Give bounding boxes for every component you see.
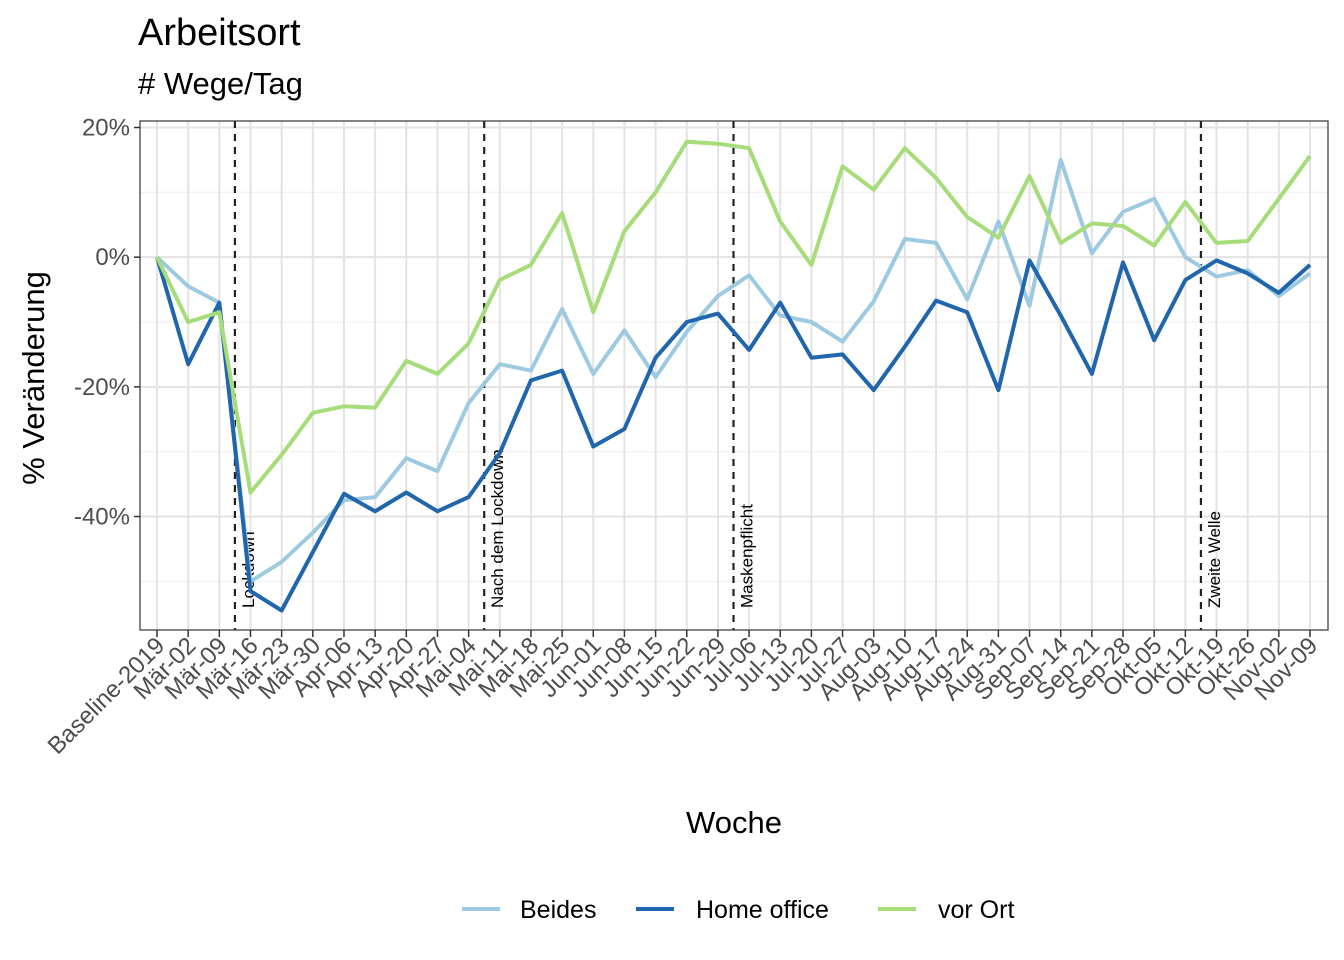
x-axis: Baseline-2019Mär-02Mär-09Mär-16Mär-23Mär…	[43, 630, 1323, 760]
series-line	[155, 157, 1312, 584]
legend-label: vor Ort	[938, 896, 1014, 924]
panel-border	[139, 120, 1329, 631]
y-tick-label: -40%	[74, 504, 130, 531]
legend: Beides Home office vor Ort	[462, 896, 1014, 924]
event-line-label: Zweite Welle	[1205, 511, 1224, 608]
legend-label: Home office	[696, 896, 829, 924]
x-axis-title: Woche	[686, 805, 782, 840]
event-line-label: Nach dem Lockdown	[488, 449, 507, 608]
series-lines	[155, 139, 1312, 613]
y-axis-title: % Veränderung	[16, 271, 51, 485]
event-lines: Lockdown Nach dem Lockdown Maskenpflicht Zw…	[233, 121, 1224, 630]
series-line	[155, 139, 1312, 495]
chart-subtitle: # Wege/Tag	[138, 66, 303, 101]
series-line	[155, 256, 1312, 613]
event-line-label: Maskenpflicht	[738, 504, 757, 608]
y-axis: 20% 0% -20% -40%	[74, 114, 140, 531]
legend-label: Beides	[520, 896, 596, 924]
y-tick-label: -20%	[74, 374, 130, 401]
y-tick-label: 0%	[95, 244, 130, 271]
y-tick-label: 20%	[82, 114, 130, 141]
chart-title: Arbeitsort	[138, 12, 301, 54]
